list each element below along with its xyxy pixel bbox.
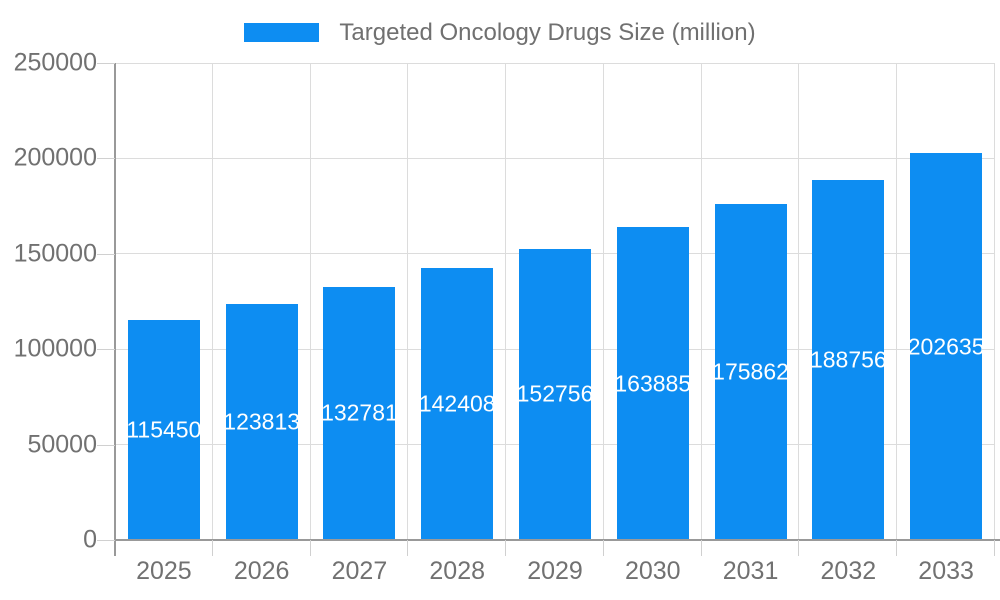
plot-area: 115450 123813 132781 142408 152756 163885 1758… bbox=[115, 62, 995, 540]
y-axis-tick bbox=[97, 540, 115, 541]
x-axis-tick-label: 2027 bbox=[331, 557, 388, 585]
x-axis-tick-label: 2029 bbox=[527, 557, 583, 585]
x-axis-tick bbox=[994, 540, 995, 556]
x-axis-tick-label: 2026 bbox=[233, 557, 290, 585]
bar-value-label: 175862 bbox=[714, 358, 787, 385]
x-axis-line bbox=[114, 539, 1000, 541]
bar-2026[interactable]: 123813 bbox=[225, 303, 298, 540]
x-axis-tick-label: 2025 bbox=[136, 557, 192, 585]
gridline-h bbox=[115, 157, 995, 159]
y-axis-tick bbox=[97, 63, 115, 64]
bar-2028[interactable]: 142408 bbox=[421, 268, 494, 540]
y-axis-tick-label: 150000 bbox=[13, 239, 97, 268]
bar-value-label: 202635 bbox=[910, 333, 983, 360]
bar-2032[interactable]: 188756 bbox=[812, 179, 885, 540]
y-axis-tick bbox=[97, 444, 115, 446]
x-axis-tick bbox=[212, 540, 213, 556]
bar-value-label: 132781 bbox=[323, 399, 396, 426]
bar-value-label: 115450 bbox=[127, 416, 200, 443]
gridline-v bbox=[310, 63, 311, 540]
legend-label: Targeted Oncology Drugs Size (million) bbox=[339, 19, 756, 46]
gridline-v bbox=[603, 63, 604, 540]
bar-2025[interactable]: 115450 bbox=[127, 319, 200, 540]
x-axis-tick-label: 2033 bbox=[918, 557, 974, 585]
gridline-v bbox=[407, 63, 408, 540]
gridline-v bbox=[994, 63, 995, 540]
legend[interactable]: Targeted Oncology Drugs Size (million) bbox=[0, 19, 1000, 46]
bar-value-label: 142408 bbox=[421, 390, 494, 417]
gridline-h bbox=[115, 62, 995, 64]
x-axis-tick-label: 2032 bbox=[820, 557, 877, 585]
y-axis-tick-label: 250000 bbox=[13, 48, 97, 77]
x-axis-tick bbox=[310, 540, 311, 556]
y-axis-tick-label: 200000 bbox=[13, 143, 97, 172]
x-axis-tick bbox=[603, 540, 604, 556]
x-axis-tick bbox=[896, 540, 897, 556]
bar-2027[interactable]: 132781 bbox=[323, 286, 396, 540]
bar-2033[interactable]: 202635 bbox=[910, 153, 983, 540]
legend-swatch bbox=[244, 23, 320, 42]
y-axis-tick-label: 100000 bbox=[13, 334, 97, 363]
gridline-v bbox=[896, 63, 897, 540]
y-axis-tick bbox=[97, 349, 115, 351]
x-axis-tick bbox=[701, 540, 702, 556]
y-axis-tick bbox=[97, 253, 115, 255]
x-axis-tick-label: 2031 bbox=[722, 557, 779, 585]
y-axis-tick bbox=[97, 158, 115, 160]
bar-2029[interactable]: 152756 bbox=[519, 248, 591, 540]
gridline-v bbox=[798, 63, 799, 540]
x-axis-tick bbox=[407, 540, 408, 556]
x-axis-tick bbox=[505, 540, 506, 556]
gridline-v bbox=[505, 63, 506, 540]
gridline-v bbox=[212, 63, 213, 540]
x-axis-tick bbox=[798, 540, 799, 556]
bar-2031[interactable]: 175862 bbox=[714, 204, 787, 540]
x-axis-tick-label: 2030 bbox=[624, 557, 681, 585]
bar-value-label: 188756 bbox=[812, 346, 885, 373]
bar-value-label: 123813 bbox=[225, 408, 298, 435]
bar-value-label: 163885 bbox=[616, 370, 689, 397]
bar-value-label: 152756 bbox=[519, 380, 591, 407]
y-axis-tick-label: 50000 bbox=[27, 430, 97, 459]
bar-2030[interactable]: 163885 bbox=[616, 227, 689, 540]
y-axis-line bbox=[114, 63, 116, 556]
gridline-v bbox=[701, 63, 702, 540]
x-axis-tick-label: 2028 bbox=[429, 557, 486, 585]
y-axis-tick-label: 0 bbox=[83, 525, 97, 554]
